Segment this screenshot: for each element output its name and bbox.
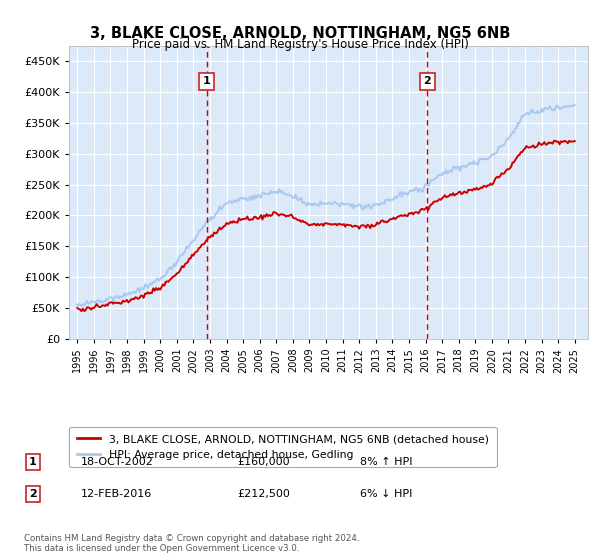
Text: 12-FEB-2016: 12-FEB-2016 — [81, 489, 152, 499]
Text: 18-OCT-2002: 18-OCT-2002 — [81, 457, 154, 467]
Text: 6% ↓ HPI: 6% ↓ HPI — [360, 489, 412, 499]
Text: Contains HM Land Registry data © Crown copyright and database right 2024.
This d: Contains HM Land Registry data © Crown c… — [24, 534, 359, 553]
Text: 1: 1 — [203, 76, 211, 86]
Legend: 3, BLAKE CLOSE, ARNOLD, NOTTINGHAM, NG5 6NB (detached house), HPI: Average price: 3, BLAKE CLOSE, ARNOLD, NOTTINGHAM, NG5 … — [69, 427, 497, 467]
Text: £160,000: £160,000 — [237, 457, 290, 467]
Text: 2: 2 — [423, 76, 431, 86]
Text: 1: 1 — [29, 457, 37, 467]
Text: Price paid vs. HM Land Registry's House Price Index (HPI): Price paid vs. HM Land Registry's House … — [131, 38, 469, 51]
Text: £212,500: £212,500 — [237, 489, 290, 499]
Text: 8% ↑ HPI: 8% ↑ HPI — [360, 457, 413, 467]
Text: 3, BLAKE CLOSE, ARNOLD, NOTTINGHAM, NG5 6NB: 3, BLAKE CLOSE, ARNOLD, NOTTINGHAM, NG5 … — [90, 26, 510, 41]
Text: 2: 2 — [29, 489, 37, 499]
